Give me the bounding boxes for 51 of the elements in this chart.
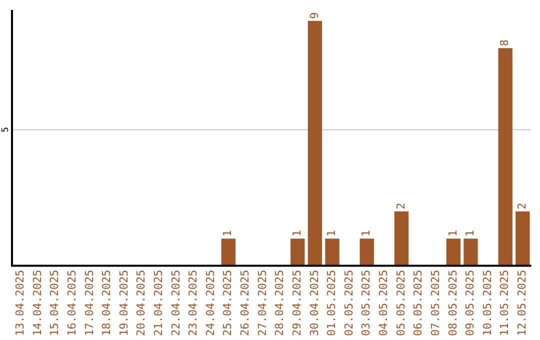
- data-label: 1: [360, 230, 373, 237]
- x-tick-label: 16.04.2025: [65, 270, 78, 336]
- data-label: 1: [221, 230, 234, 237]
- x-tick-label: 01.05.2025: [325, 270, 338, 336]
- x-tick-label: 15.04.2025: [48, 270, 62, 336]
- bar: [446, 238, 461, 266]
- x-tick-label: 23.04.2025: [186, 270, 200, 336]
- x-tick-label: 03.05.2025: [360, 270, 373, 336]
- bar: [516, 211, 530, 266]
- data-label: 1: [290, 230, 304, 237]
- x-tick-label: 09.05.2025: [464, 270, 477, 336]
- x-tick-label: 18.04.2025: [100, 270, 114, 336]
- x-tick-label: 13.04.2025: [14, 270, 27, 336]
- x-tick-label: 06.05.2025: [412, 270, 425, 336]
- x-tick-label: 02.05.2025: [342, 270, 356, 336]
- data-label: 8: [498, 39, 512, 46]
- data-label: 2: [516, 202, 529, 210]
- x-tick-label: 07.05.2025: [428, 270, 442, 336]
- x-tick-label: 29.04.2025: [290, 270, 304, 336]
- bar: [464, 238, 478, 266]
- x-tick-label: 11.05.2025: [498, 270, 512, 336]
- bar: [325, 238, 340, 266]
- x-tick-label: 21.04.2025: [152, 270, 165, 336]
- bar: [394, 211, 409, 266]
- x-tick-label: 25.04.2025: [221, 270, 234, 336]
- x-tick-label: 14.04.2025: [30, 270, 44, 336]
- x-tick-label: 05.05.2025: [394, 270, 408, 336]
- bar: [308, 20, 322, 266]
- x-tick-label: 24.04.2025: [204, 270, 217, 336]
- x-tick-label: 10.05.2025: [480, 270, 494, 336]
- bar: [290, 238, 305, 266]
- x-tick-label: 12.05.2025: [516, 270, 529, 336]
- x-tick-label: 17.04.2025: [82, 270, 96, 336]
- x-tick-label: 08.05.2025: [446, 270, 460, 336]
- x-tick-label: 20.04.2025: [134, 270, 148, 336]
- x-tick-label: 04.05.2025: [377, 270, 390, 336]
- x-tick-label: 26.04.2025: [238, 270, 252, 336]
- x-tick-label: 28.04.2025: [273, 270, 286, 336]
- data-label: 9: [308, 12, 321, 19]
- bar: [360, 238, 374, 266]
- x-tick-label: 30.04.2025: [308, 270, 321, 336]
- x-tick-label: 27.04.2025: [256, 270, 269, 336]
- bar: [221, 238, 236, 266]
- data-label: 1: [325, 230, 338, 237]
- data-label: 1: [446, 230, 460, 237]
- bar: [498, 48, 512, 266]
- x-tick-label: 22.04.2025: [169, 270, 182, 336]
- ref-line-label: 5: [0, 127, 11, 132]
- x-tick-label: 19.04.2025: [117, 270, 130, 336]
- data-label: 1: [464, 230, 477, 237]
- data-label: 2: [394, 202, 408, 210]
